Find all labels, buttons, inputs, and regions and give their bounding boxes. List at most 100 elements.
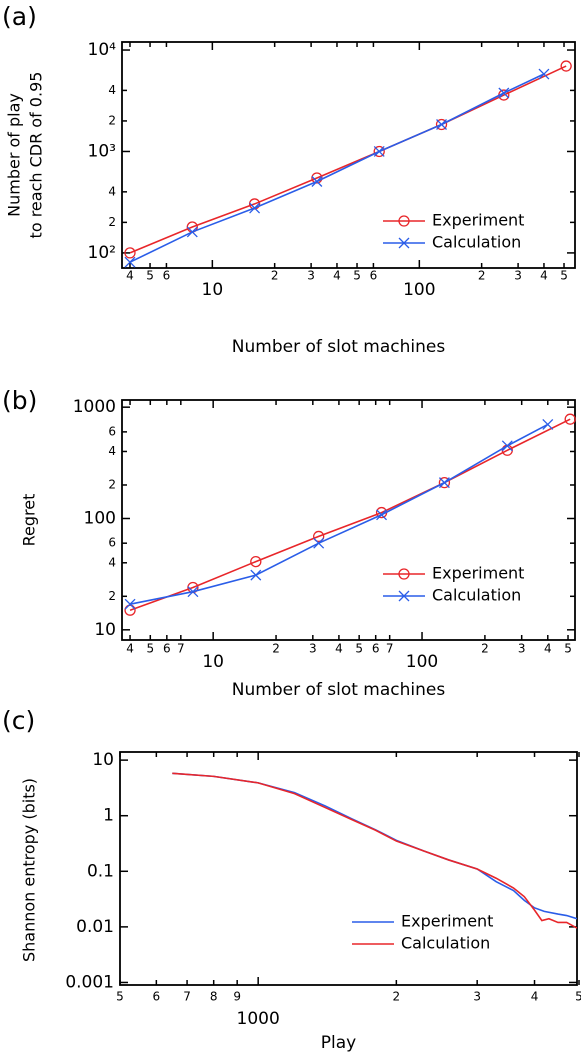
x-tick-label: 4 (335, 642, 343, 656)
x-tick-label: 4 (333, 269, 341, 283)
marker (311, 172, 323, 184)
x-tick-label: 10 (202, 280, 224, 300)
marker (250, 555, 262, 568)
x-tick-label: 3 (309, 642, 317, 656)
y-tick-label: 1 (103, 806, 114, 826)
x-tick-label: 5 (355, 642, 363, 656)
x-axis-label: Number of slot machines (232, 680, 446, 700)
marker (373, 146, 385, 157)
y-axis-label: Regret (20, 494, 39, 547)
marker (187, 586, 199, 598)
marker (124, 598, 136, 610)
y-tick-label: 4 (108, 83, 116, 97)
x-tick-label: 100 (406, 652, 438, 672)
marker (124, 256, 136, 268)
x-tick-label: 3 (473, 990, 481, 1004)
x-tick-label: 9 (233, 990, 241, 1004)
y-tick-label: 2 (108, 215, 116, 229)
x-tick-label: 1000 (237, 1009, 280, 1029)
legend-label: Experiment (401, 912, 493, 931)
panel-label: (b) (2, 386, 37, 415)
series-line (172, 772, 577, 920)
legend-label: Experiment (432, 564, 524, 583)
x-tick-label: 6 (153, 990, 161, 1004)
marker (438, 477, 450, 489)
x-tick-label: 8 (210, 990, 218, 1004)
marker (250, 569, 262, 581)
y-tick-label: 6 (108, 424, 116, 438)
x-axis-label: Play (321, 1033, 356, 1053)
series-line (172, 772, 577, 929)
x-tick-label: 4 (544, 642, 552, 656)
y-tick-label: 4 (108, 555, 116, 569)
y-tick-label: 2 (108, 589, 116, 603)
y-tick-label: 4 (108, 444, 116, 458)
x-tick-label: 2 (393, 990, 401, 1004)
x-tick-label: 7 (183, 990, 191, 1004)
legend-label: Calculation (432, 586, 521, 605)
y-axis-label: Number of play (5, 93, 24, 217)
legend-marker (398, 590, 410, 602)
y-tick-label: 10² (88, 243, 116, 263)
x-tick-label: 3 (514, 269, 522, 283)
marker (564, 413, 576, 425)
y-tick-label: 10⁴ (88, 40, 117, 60)
marker (313, 530, 325, 543)
x-tick-label: 5 (560, 269, 568, 283)
marker (124, 604, 136, 616)
series-line (129, 65, 567, 254)
legend-label: Experiment (432, 211, 524, 230)
y-tick-label: 2 (108, 113, 116, 127)
x-tick-label: 6 (372, 642, 380, 656)
x-axis-label: Number of slot machines (232, 337, 446, 357)
series-line (129, 73, 545, 263)
legend-marker (398, 568, 410, 580)
marker (498, 87, 510, 99)
marker (501, 440, 513, 452)
plot-frame (121, 399, 576, 641)
x-tick-label: 7 (177, 642, 185, 656)
y-tick-label: 6 (108, 536, 116, 550)
panel-label: (a) (2, 2, 37, 31)
y-tick-label: 2 (108, 477, 116, 491)
x-tick-label: 10 (202, 652, 224, 672)
marker (124, 247, 136, 259)
y-tick-label: 0.001 (65, 972, 114, 992)
marker (186, 226, 198, 238)
x-tick-label: 7 (386, 642, 394, 656)
marker (373, 145, 385, 158)
y-tick-label: 0.1 (87, 861, 114, 881)
marker (538, 68, 550, 80)
y-tick-label: 100 (84, 508, 116, 528)
y-tick-label: 10 (94, 620, 116, 640)
x-tick-label: 4 (531, 990, 539, 1004)
x-tick-label: 5 (116, 990, 124, 1004)
y-tick-label: 0.01 (76, 917, 114, 937)
marker (435, 118, 448, 131)
series-line (129, 423, 549, 605)
marker (313, 537, 325, 549)
x-tick-label: 5 (353, 269, 361, 283)
panel-label: (c) (2, 706, 35, 735)
x-tick-label: 2 (481, 642, 489, 656)
legend-marker (398, 237, 410, 249)
series-line (129, 418, 571, 611)
legend-marker (398, 215, 410, 227)
x-tick-label: 5 (146, 642, 154, 656)
marker (436, 119, 447, 130)
marker (311, 176, 323, 187)
y-axis-label: Shannon entropy (bits) (20, 778, 39, 962)
x-tick-label: 5 (564, 642, 572, 656)
y-axis-label: to reach CDR of 0.95 (27, 72, 46, 239)
marker (438, 476, 451, 489)
x-tick-label: 6 (163, 642, 171, 656)
x-tick-label: 5 (146, 269, 154, 283)
marker (542, 418, 554, 430)
x-tick-label: 3 (518, 642, 526, 656)
x-tick-label: 2 (271, 269, 279, 283)
x-tick-label: 6 (163, 269, 171, 283)
y-tick-label: 4 (108, 184, 116, 198)
x-tick-label: 2 (478, 269, 486, 283)
